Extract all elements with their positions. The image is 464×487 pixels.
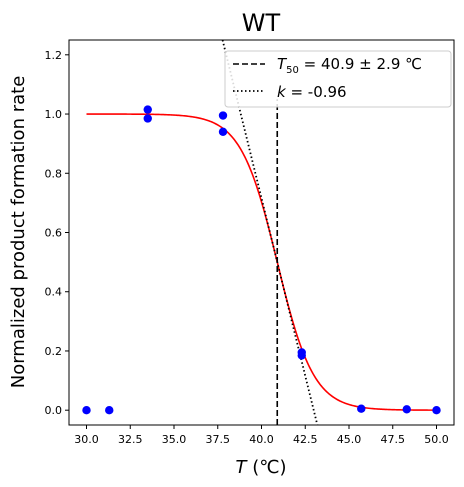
x-axis-label: T (℃) — [236, 457, 287, 478]
x-tick-label: 30.0 — [74, 433, 99, 446]
x-tick-label: 42.5 — [293, 433, 318, 446]
data-point — [297, 351, 306, 360]
data-point — [218, 111, 228, 120]
y-tick-label: 0.2 — [45, 345, 63, 358]
y-tick-label: 0.6 — [45, 227, 63, 240]
y-tick-label: 0.8 — [45, 167, 63, 180]
y-tick-label: 0.0 — [45, 404, 63, 417]
x-tick-label: 47.5 — [381, 433, 406, 446]
x-tick-label: 45.0 — [337, 433, 362, 446]
data-point — [82, 405, 91, 415]
legend-k-label: k = -0.96 — [277, 83, 347, 101]
y-tick-label: 1.0 — [45, 108, 63, 121]
legend-box — [224, 50, 452, 108]
x-tick-label: 37.5 — [206, 433, 231, 446]
data-point — [432, 405, 441, 415]
data-point — [357, 404, 366, 413]
data-point — [402, 405, 411, 414]
plot-area — [82, 40, 441, 425]
axes: 30.0 32.5 35.0 37.5 40.0 42.5 45.0 47.5 50.0 0.0 0… — [45, 39, 455, 446]
x-tick-label: 35.0 — [162, 433, 187, 446]
data-point — [143, 105, 152, 114]
y-tick-label: 0.4 — [45, 286, 63, 299]
data-point — [218, 127, 228, 137]
data-point — [143, 114, 152, 123]
fit-curve — [86, 113, 437, 411]
data-point — [105, 405, 114, 415]
x-tick-label: 40.0 — [249, 433, 274, 446]
x-tick-label: 32.5 — [118, 433, 143, 446]
chart-title: WT — [242, 9, 281, 37]
legend-t50-label: T50 = 40.9 ± 2.9 ℃ — [277, 55, 422, 76]
y-tick-label: 1.2 — [45, 49, 63, 62]
y-axis-label: Normalized product formation rate — [8, 76, 29, 389]
x-tick-label: 50.0 — [424, 433, 449, 446]
legend: T50 = 40.9 ± 2.9 ℃ k = -0.96 — [224, 50, 452, 108]
